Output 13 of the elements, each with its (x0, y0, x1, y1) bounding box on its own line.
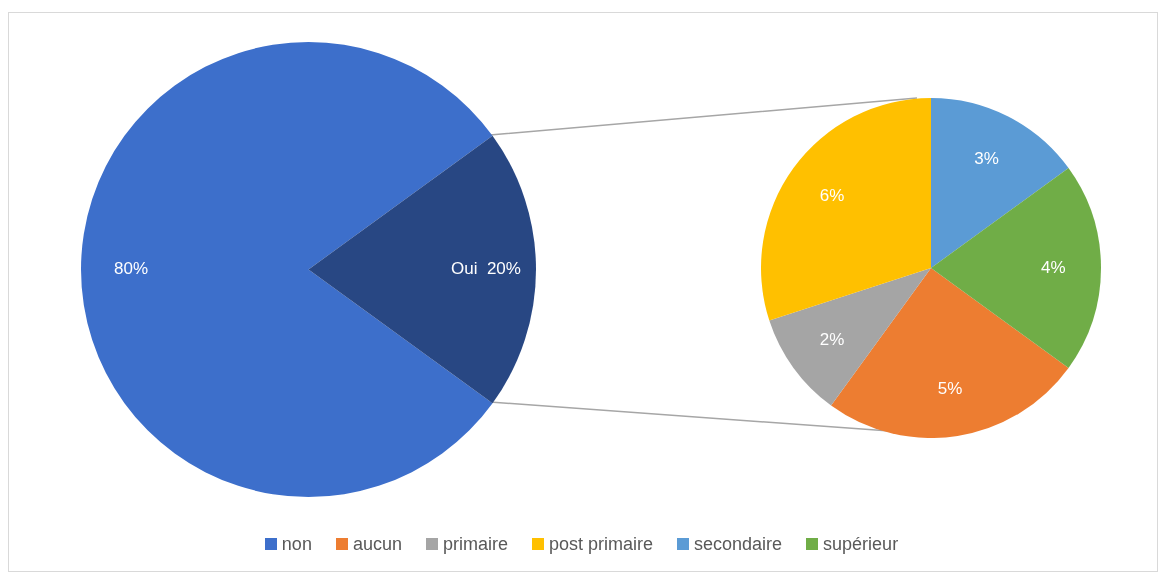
data-label: 2% (819, 329, 845, 349)
legend-label: primaire (441, 534, 508, 555)
data-label: 6% (819, 185, 845, 205)
data-label: 3% (974, 148, 999, 168)
legend-label: post primaire (547, 534, 654, 555)
data-label: Oui 20% (450, 259, 521, 279)
data-label: 5% (937, 378, 963, 398)
legend-label: aucun (351, 534, 402, 555)
data-label: 80% (114, 259, 149, 279)
legend-label: supérieur (822, 534, 899, 555)
legend-label: non (280, 534, 312, 555)
legend-label: secondaire (693, 534, 783, 555)
data-label: 4% (1041, 257, 1066, 277)
